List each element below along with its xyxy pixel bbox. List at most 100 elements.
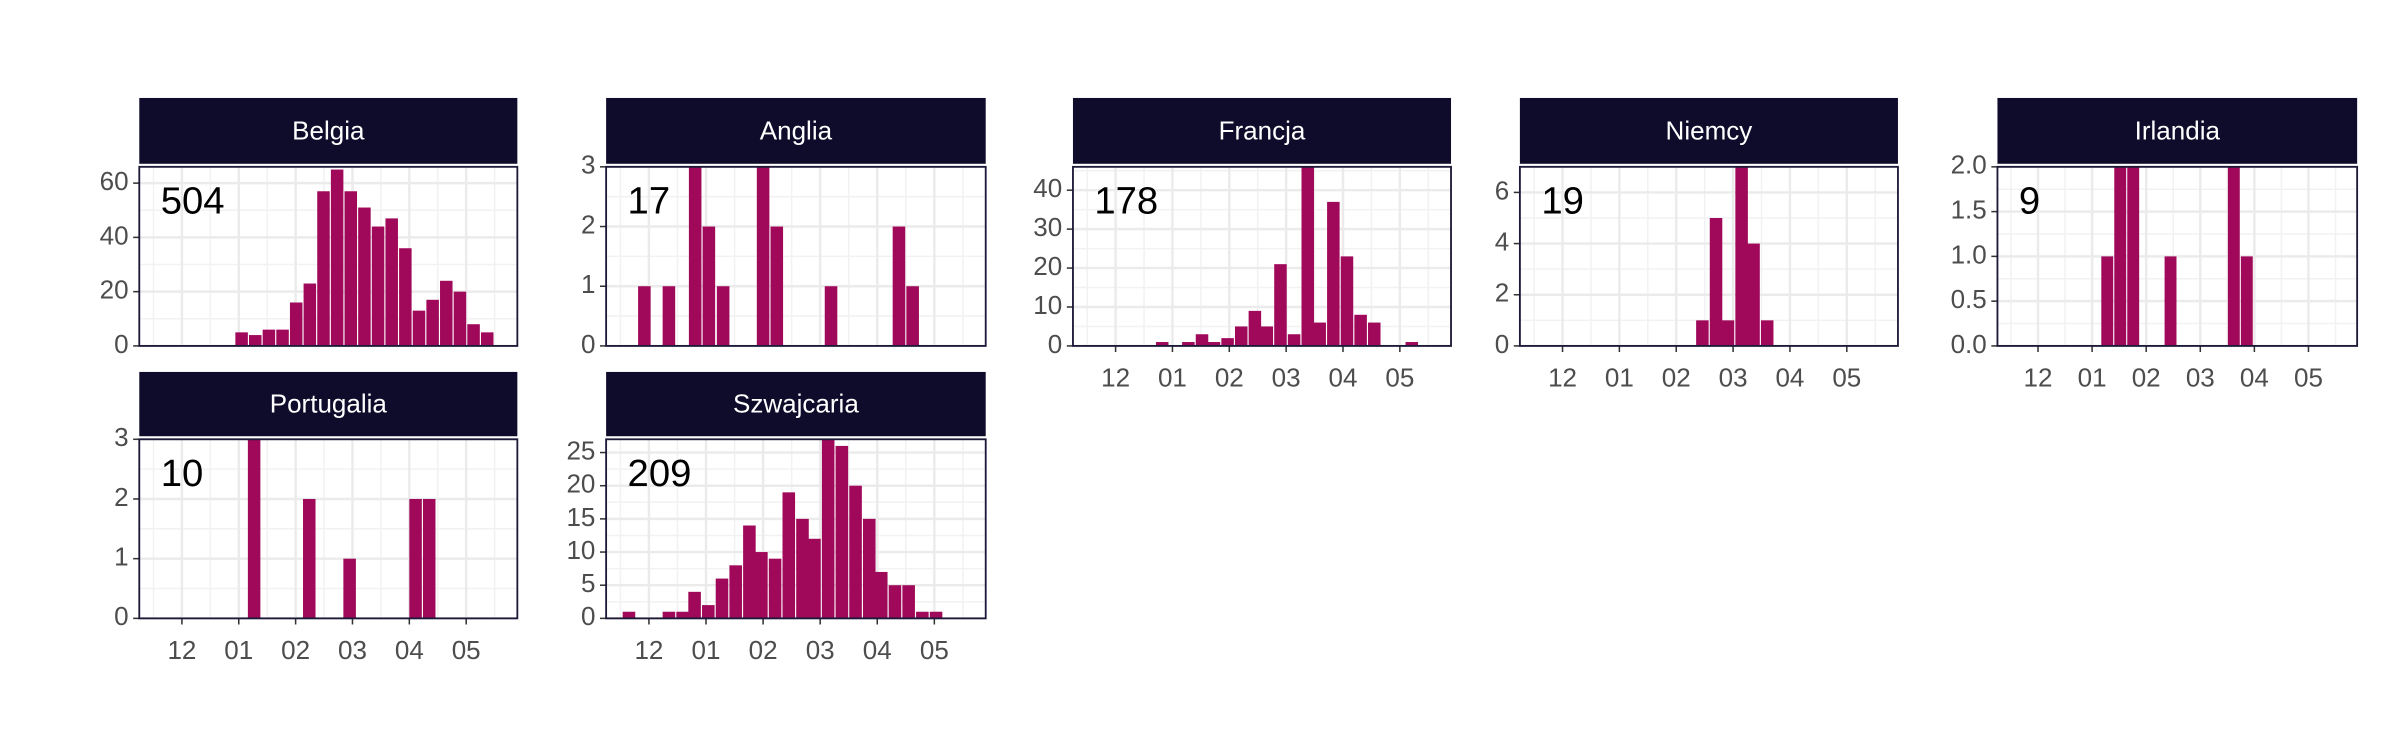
annotation: 9 (2019, 180, 2040, 223)
bar (1721, 320, 1735, 346)
y-tick-label: 0.0 (1951, 329, 1987, 359)
y-tick-label: 0 (581, 601, 595, 631)
y-tick-label: 40 (1033, 173, 1062, 203)
y-tick-label: 25 (566, 435, 595, 465)
bar (1747, 243, 1760, 346)
panel (1519, 166, 1898, 346)
bar (770, 226, 784, 346)
x-tick-label: 01 (1605, 362, 1634, 392)
strip (139, 97, 518, 164)
y-tick-label: 20 (1033, 251, 1062, 281)
panel-border (138, 165, 519, 347)
bar (1368, 322, 1381, 346)
bar (2227, 166, 2240, 346)
bar (622, 611, 636, 619)
y-tick-label: 0 (1495, 329, 1509, 359)
bar (1405, 342, 1419, 346)
bar (1327, 201, 1340, 346)
x-tick-label: 03 (1719, 362, 1748, 392)
y-tick-label: 0.5 (1951, 284, 1987, 314)
bar (1182, 342, 1195, 346)
bar (729, 565, 742, 619)
x-tick-label: 12 (167, 635, 196, 665)
x-tick-label: 04 (863, 635, 892, 665)
strip-title: Portugalia (270, 388, 388, 418)
bar (1696, 320, 1709, 346)
bar (638, 286, 651, 346)
bar (385, 218, 398, 346)
bar (1709, 218, 1723, 346)
strip (606, 371, 986, 437)
bar (1340, 256, 1354, 346)
panel-border (1996, 165, 2359, 347)
y-tick-label: 0 (1048, 329, 1062, 359)
panel-border (1518, 165, 1899, 347)
bar (862, 518, 876, 619)
y-tick-label: 0 (114, 329, 128, 359)
bar (289, 302, 303, 346)
bar (1155, 342, 1169, 346)
bar (892, 226, 906, 346)
y-tick-label: 4 (1495, 226, 1509, 256)
bar (399, 248, 412, 346)
bar (782, 492, 796, 619)
x-tick-label: 01 (224, 635, 253, 665)
y-tick-label: 3 (581, 150, 595, 180)
y-tick-label: 2 (1495, 278, 1509, 308)
x-tick-label: 12 (1101, 362, 1130, 392)
strip-title: Belgia (292, 115, 365, 145)
strip (606, 97, 986, 164)
strip-title: Szwajcaria (733, 388, 859, 418)
y-tick-label: 30 (1033, 212, 1062, 242)
y-tick-label: 15 (566, 502, 595, 532)
bar (662, 611, 676, 619)
bar (702, 226, 716, 346)
strip (1997, 97, 2358, 164)
bar (676, 611, 689, 619)
y-tick-label: 1.0 (1951, 239, 1987, 269)
panel-border (605, 165, 987, 347)
bar (755, 552, 768, 619)
y-tick-label: 0 (114, 601, 128, 631)
x-tick-label: 04 (1775, 362, 1804, 392)
bar (916, 611, 929, 619)
bar (821, 439, 835, 619)
bar (715, 578, 729, 619)
bar (2164, 256, 2177, 346)
bar (688, 166, 702, 346)
panel-border (138, 438, 519, 620)
x-tick-label: 03 (338, 635, 367, 665)
x-tick-label: 05 (2294, 362, 2323, 392)
bar (467, 324, 480, 346)
panel (1072, 166, 1452, 346)
y-tick-label: 1 (581, 269, 595, 299)
x-tick-label: 01 (2078, 362, 2107, 392)
y-tick-label: 1.5 (1951, 194, 1987, 224)
bar (743, 525, 756, 619)
y-tick-label: 3 (114, 422, 128, 452)
bar (1287, 334, 1301, 346)
strip-title: Irlandia (2135, 115, 2221, 145)
y-tick-label: 10 (566, 535, 595, 565)
x-tick-label: 04 (1329, 362, 1358, 392)
bar (1195, 334, 1209, 346)
bar (2240, 256, 2253, 346)
x-tick-label: 02 (281, 635, 310, 665)
x-tick-label: 12 (2024, 362, 2053, 392)
y-tick-label: 60 (100, 166, 129, 196)
bar (358, 207, 371, 346)
annotation: 178 (1094, 180, 1158, 223)
strip (1519, 97, 1898, 164)
bar (768, 558, 782, 619)
bar (849, 485, 862, 619)
y-tick-label: 40 (100, 220, 129, 250)
y-tick-label: 0 (581, 329, 595, 359)
y-tick-label: 2 (581, 209, 595, 239)
y-tick-label: 2 (114, 482, 128, 512)
strip-title: Anglia (760, 115, 833, 145)
bar (1248, 310, 1262, 346)
bar (702, 605, 715, 619)
x-tick-label: 05 (1385, 362, 1414, 392)
bar (1354, 314, 1367, 346)
